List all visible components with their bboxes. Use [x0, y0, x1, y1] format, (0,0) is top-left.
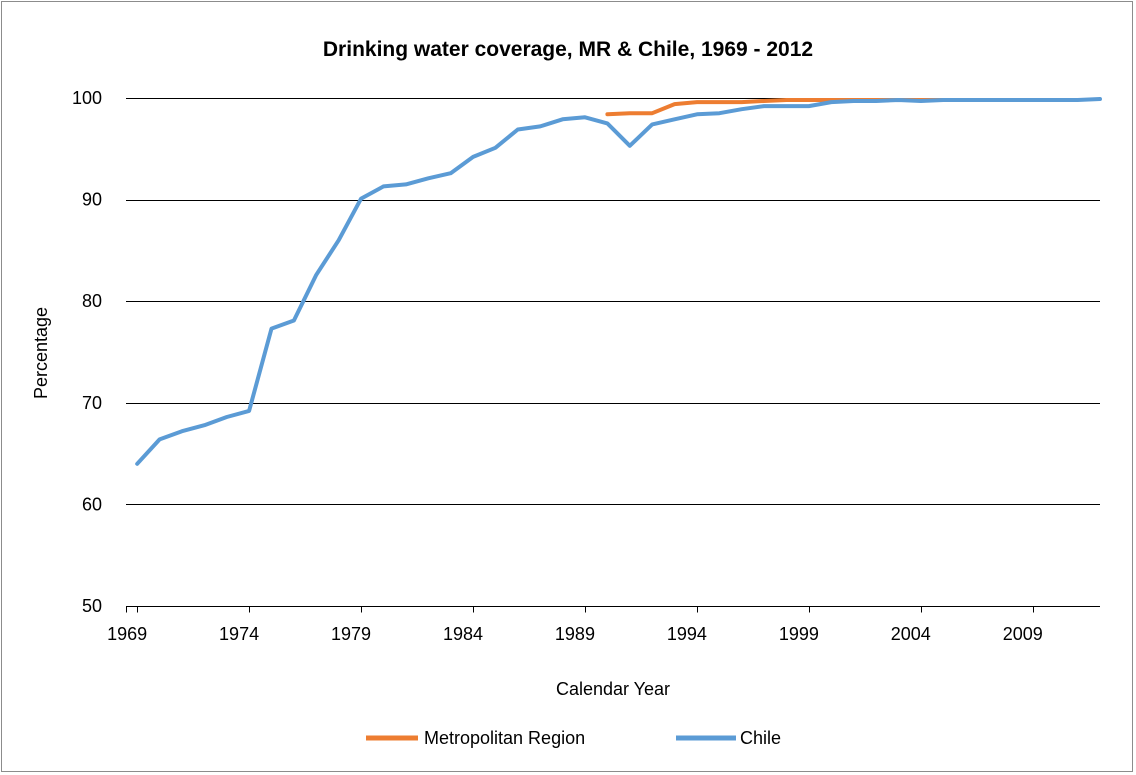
y-axis-title: Percentage — [31, 307, 51, 399]
y-tick-label: 70 — [82, 393, 102, 413]
y-tick-labels: 50 60 70 80 90 100 — [72, 88, 102, 616]
x-tick-label: 1999 — [779, 624, 819, 644]
x-tick-label: 1989 — [555, 624, 595, 644]
legend-label-metropolitan-region: Metropolitan Region — [424, 728, 585, 748]
y-tick-label: 90 — [82, 190, 102, 210]
axes — [126, 606, 1100, 613]
x-tick-label: 1969 — [107, 624, 147, 644]
x-axis-title: Calendar Year — [556, 679, 670, 699]
x-tick-label: 1974 — [219, 624, 259, 644]
y-tick-label: 80 — [82, 291, 102, 311]
legend: Metropolitan Region Chile — [366, 728, 781, 748]
series-lines — [135, 97, 1102, 466]
legend-label-chile: Chile — [740, 728, 781, 748]
chart-title: Drinking water coverage, MR & Chile, 196… — [323, 38, 813, 61]
x-tick-labels: 1969 1974 1979 1984 1989 1994 1999 2004 2009 — [107, 624, 1043, 644]
x-tick-label: 1994 — [667, 624, 707, 644]
y-tick-label: 50 — [82, 596, 102, 616]
x-tick-label: 2009 — [1003, 624, 1043, 644]
x-tick-label: 1984 — [443, 624, 483, 644]
series-line-chile — [135, 97, 1102, 466]
x-tick-label: 1979 — [331, 624, 371, 644]
y-tick-label: 60 — [82, 494, 102, 514]
gridlines — [126, 98, 1100, 505]
y-tick-label: 100 — [72, 88, 102, 108]
x-tick-label: 2004 — [891, 624, 931, 644]
